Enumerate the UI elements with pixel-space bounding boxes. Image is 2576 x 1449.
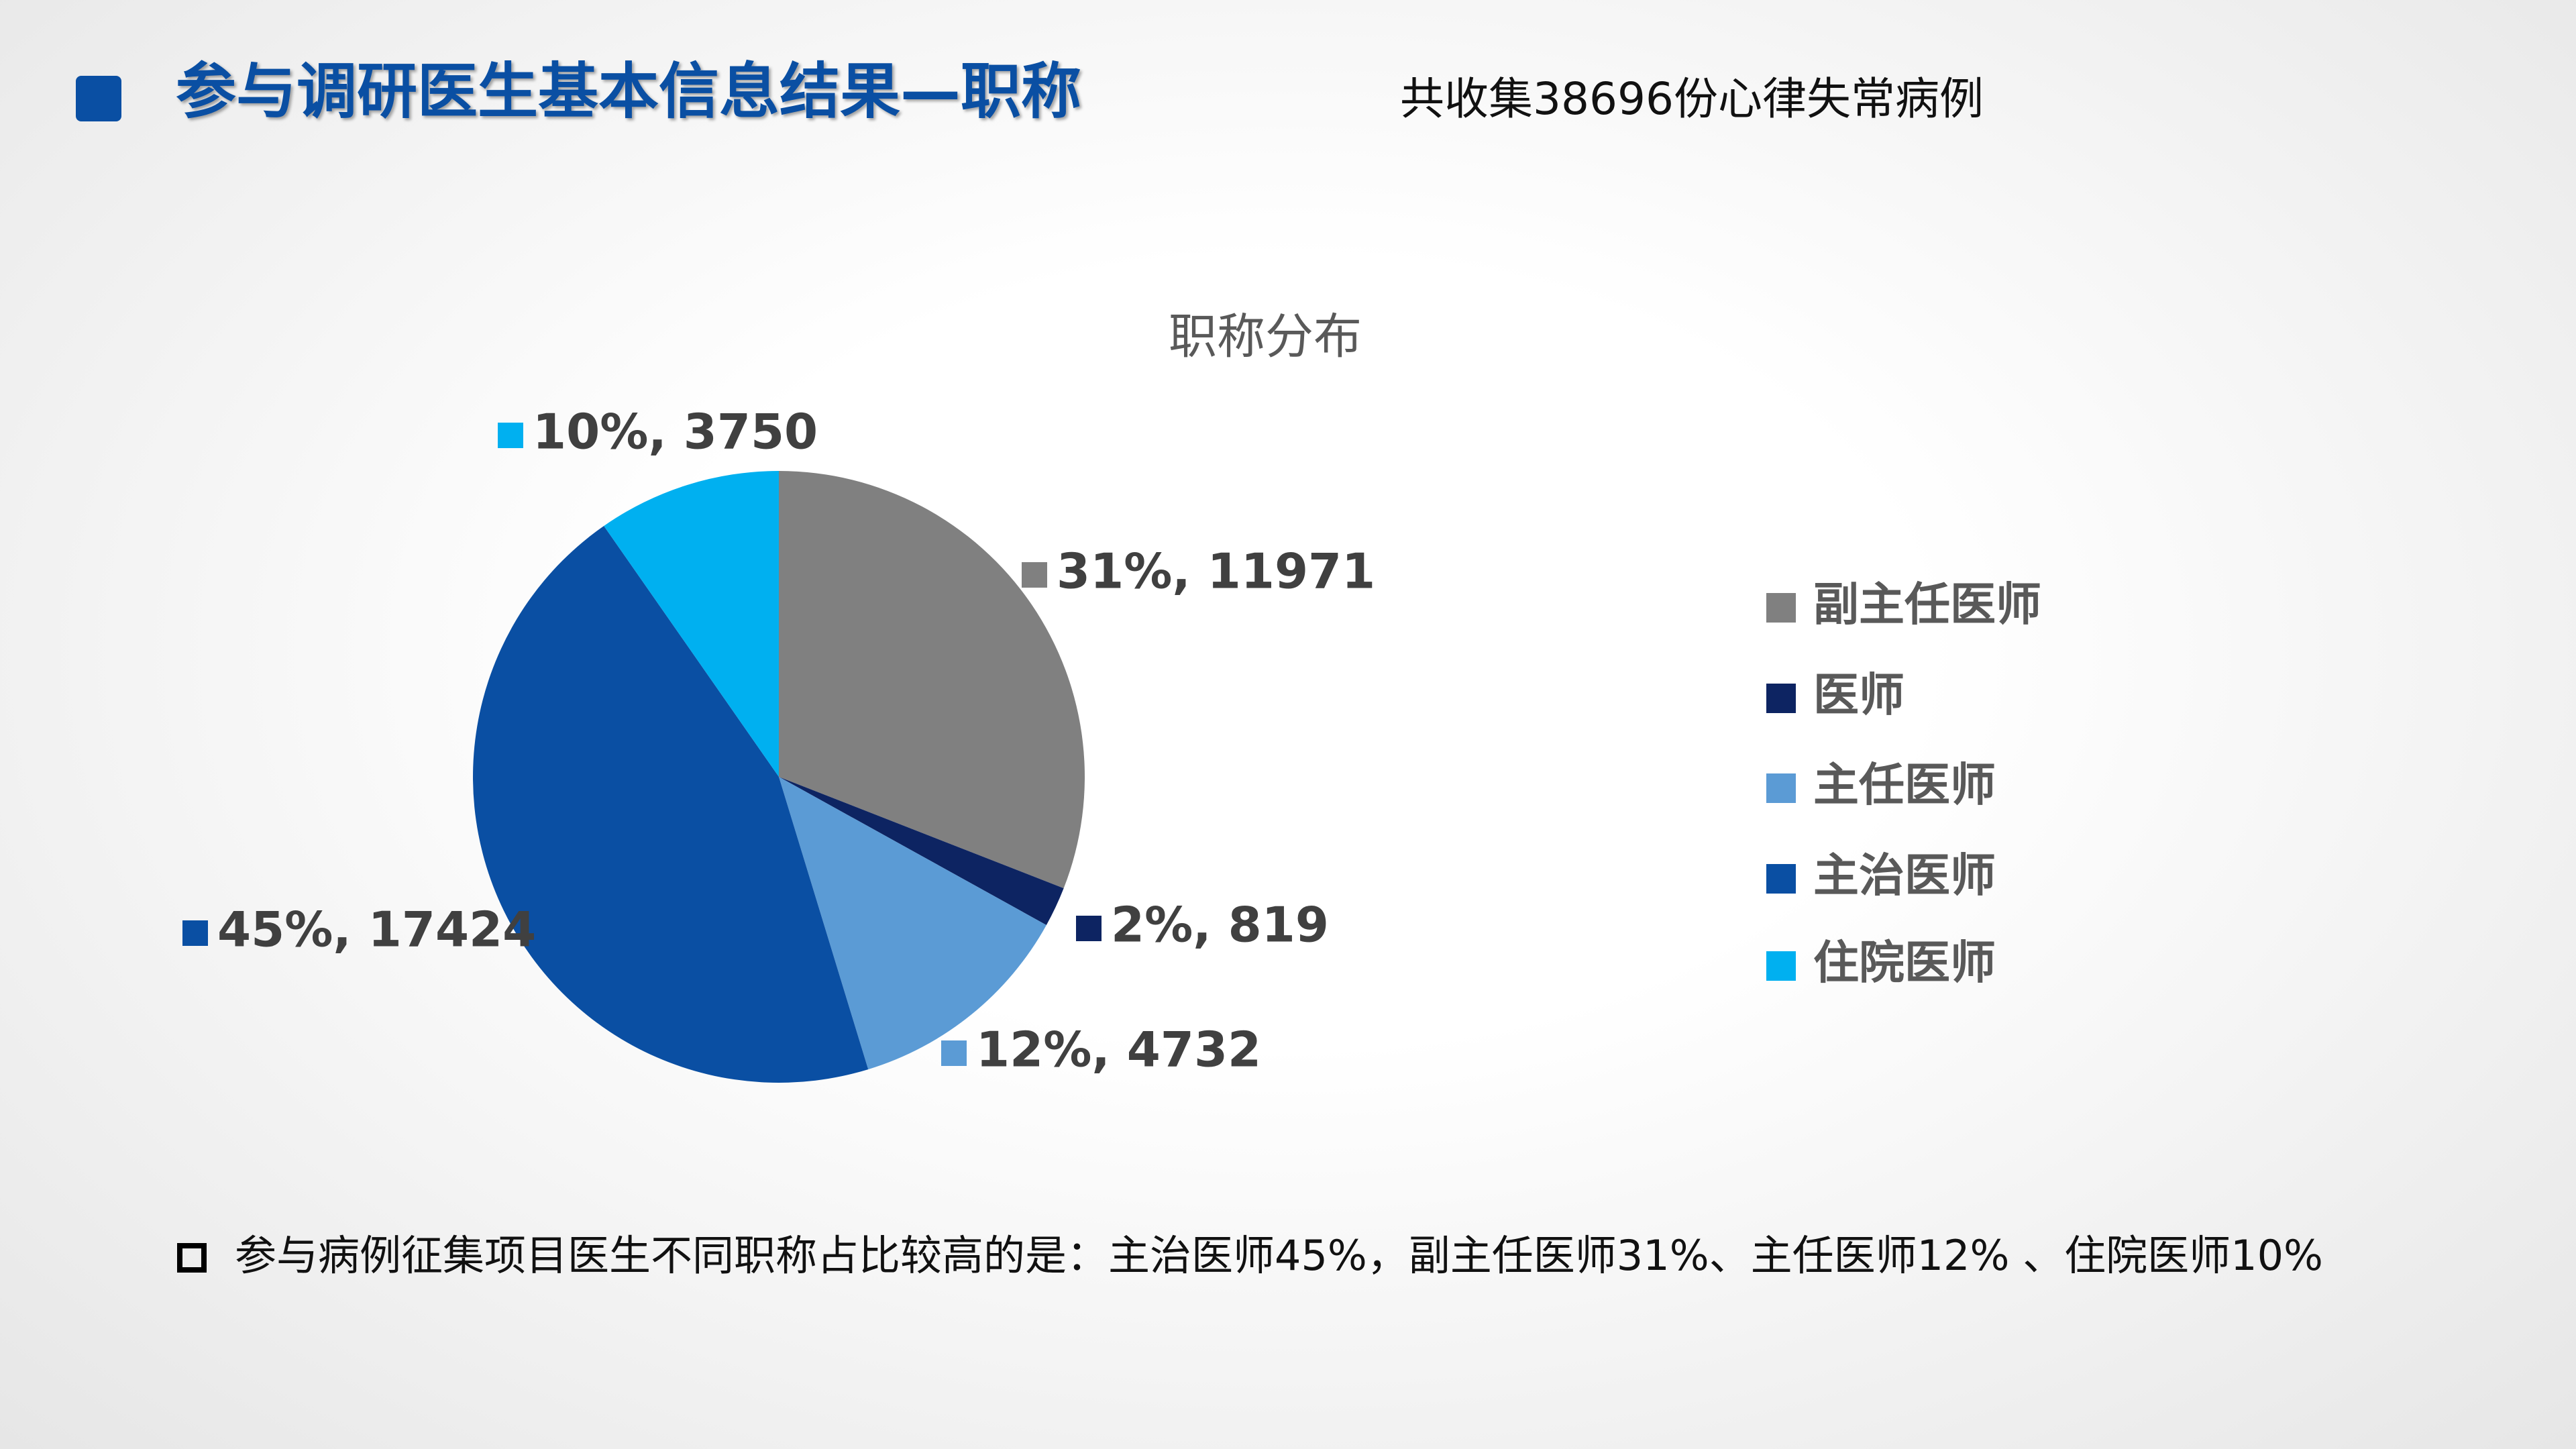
legend-marker bbox=[1766, 864, 1796, 894]
data-label-marker bbox=[1022, 562, 1047, 588]
legend-label: 医师 bbox=[1813, 669, 1904, 722]
legend-marker bbox=[1766, 684, 1796, 713]
data-label: 10%, 3750 bbox=[533, 404, 818, 460]
data-label-marker bbox=[941, 1040, 967, 1066]
data-label: 12%, 4732 bbox=[976, 1022, 1261, 1078]
legend-label: 住院医师 bbox=[1813, 937, 1996, 990]
slide-title: 参与调研医生基本信息结果—职称 bbox=[176, 56, 1081, 127]
pie-slice bbox=[473, 525, 869, 1083]
legend-label: 主治医师 bbox=[1813, 850, 1996, 903]
data-label: 31%, 11971 bbox=[1057, 543, 1375, 600]
legend-label: 副主任医师 bbox=[1813, 579, 2041, 632]
data-label-marker bbox=[1076, 916, 1102, 941]
pie-slice bbox=[779, 471, 1085, 889]
pie-slice bbox=[604, 471, 779, 777]
chart-title: 职称分布 bbox=[1169, 309, 1362, 365]
legend-marker bbox=[1766, 951, 1796, 981]
pie-slice bbox=[779, 777, 1064, 925]
title-marker bbox=[76, 76, 121, 121]
note-text: 参与病例征集项目医生不同职称占比较高的是：主治医师45%，副主任医师31%、主任… bbox=[235, 1231, 2323, 1280]
slide-subtitle: 共收集38696份心律失常病例 bbox=[1400, 73, 1984, 125]
legend-marker bbox=[1766, 593, 1796, 623]
pie-slice bbox=[779, 777, 1046, 1070]
legend-marker bbox=[1766, 773, 1796, 803]
note-checkbox bbox=[177, 1243, 207, 1273]
pie-chart: 31%, 11971 2%, 819 12%, 4732 45%, 17424 10%,… bbox=[182, 404, 2041, 1083]
data-label-marker bbox=[182, 920, 208, 946]
data-label-marker bbox=[498, 423, 523, 448]
data-label: 2%, 819 bbox=[1111, 897, 1329, 953]
data-label: 45%, 17424 bbox=[217, 902, 536, 958]
legend-label: 主任医师 bbox=[1813, 759, 1996, 812]
